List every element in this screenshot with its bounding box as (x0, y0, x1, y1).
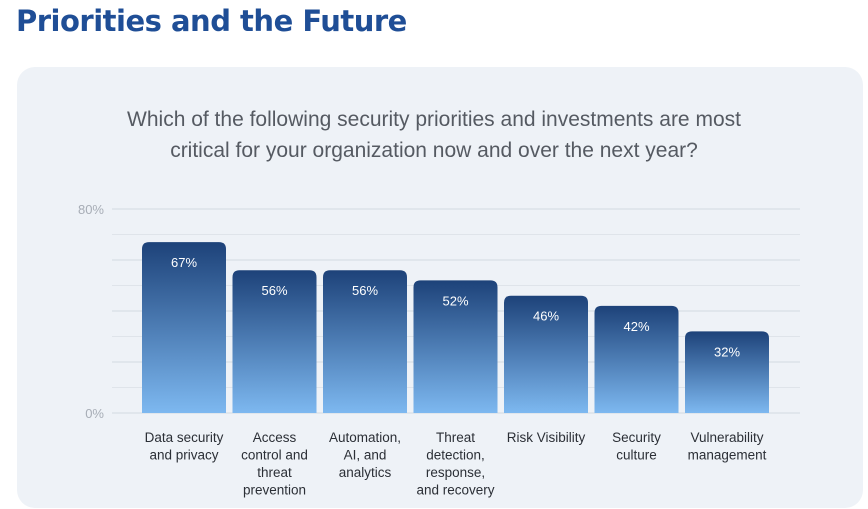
x-category-label: control and (241, 448, 308, 463)
chart-title: Which of the following security prioriti… (0, 104, 868, 166)
bar (232, 270, 317, 413)
x-category-label: and privacy (149, 448, 218, 463)
page-title: Priorities and the Future (16, 4, 407, 38)
x-category-label: Access (253, 430, 297, 445)
bar-value-label: 52% (442, 293, 468, 308)
bar (413, 280, 498, 413)
x-category-label: prevention (243, 483, 306, 498)
x-category-label: culture (616, 448, 657, 463)
x-category-label: Security (612, 430, 661, 445)
y-tick-label: 80% (78, 202, 104, 217)
bar (594, 305, 679, 413)
bar-value-label: 42% (623, 319, 649, 334)
bar (685, 331, 769, 413)
x-category-label: Risk Visibility (507, 430, 586, 445)
x-category-label: Automation, (329, 430, 401, 445)
bar (323, 270, 407, 413)
bar-value-label: 32% (714, 344, 740, 359)
x-category-label: Data security (145, 430, 224, 445)
x-category-label: Threat (436, 430, 475, 445)
bar (504, 295, 588, 413)
x-category-label: and recovery (416, 483, 494, 498)
x-category-label: AI, and (344, 448, 387, 463)
chart-title-line: critical for your organization now and o… (170, 139, 698, 162)
bar-value-label: 46% (533, 309, 559, 324)
bar (142, 242, 226, 413)
x-category-label: threat (257, 465, 292, 480)
x-category-label: detection, (426, 448, 485, 463)
bar-value-label: 67% (171, 255, 197, 270)
bar-value-label: 56% (352, 283, 378, 298)
x-category-label: analytics (339, 465, 392, 480)
chart-title-line: Which of the following security prioriti… (127, 108, 741, 131)
y-tick-label: 0% (85, 406, 104, 421)
x-category-label: management (688, 448, 767, 463)
x-category-label: response, (426, 465, 485, 480)
x-category-label: Vulnerability (690, 430, 763, 445)
bar-value-label: 56% (261, 283, 287, 298)
